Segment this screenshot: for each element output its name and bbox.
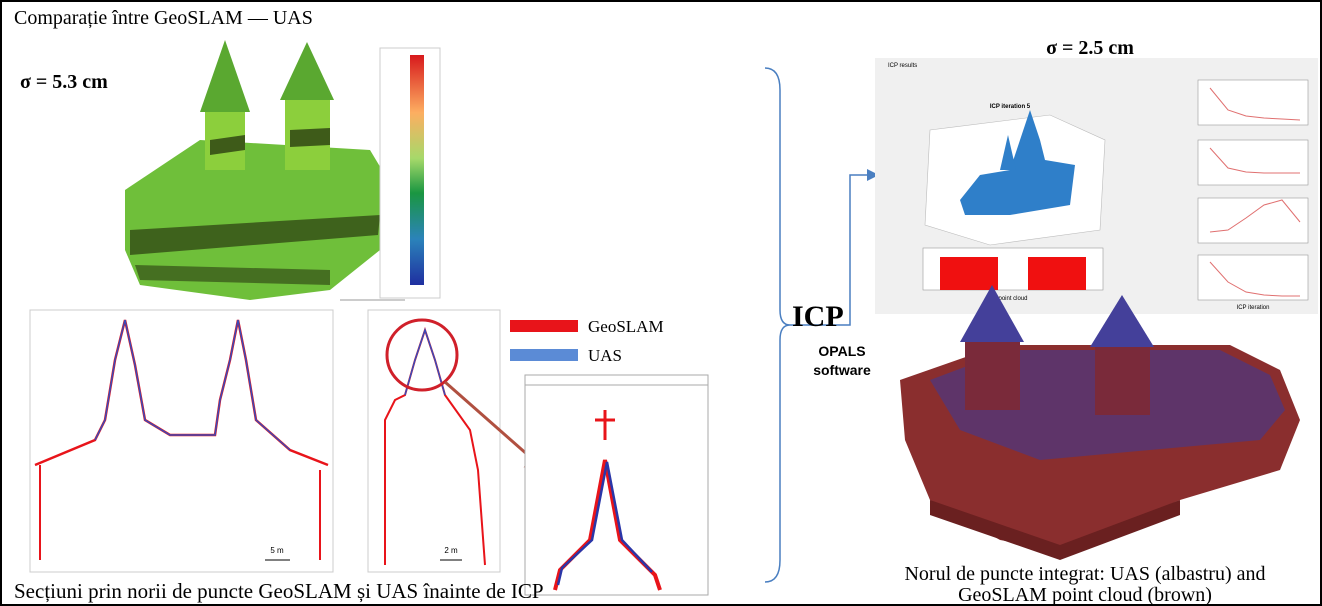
right-caption: GeoSLAM point cloud (brown) [958, 584, 1212, 606]
sigma-right: σ = 2.5 cm [1046, 37, 1134, 59]
plot-title: ICP iteration 5 [990, 104, 1031, 110]
icp-window: ICP results ICP iteration 5 point cloud … [875, 58, 1318, 314]
scale-label: 5 m [270, 546, 284, 555]
bar-x-label: point cloud [998, 296, 1027, 302]
figure: Comparație între GeoSLAM — UAS σ = 5.3 c… [0, 0, 1322, 606]
scale-label: 2 m [444, 546, 458, 555]
section-panel: 2 m [368, 310, 500, 572]
legend-swatch [510, 320, 578, 332]
line-x-label: ICP iteration [1237, 305, 1270, 311]
left-title: Comparație între GeoSLAM — UAS [14, 7, 313, 29]
zoom-panel [525, 375, 708, 595]
left-caption: Secțiuni prin norii de puncte GeoSLAM și… [14, 579, 544, 603]
method-label: ICP [792, 300, 844, 333]
legend-swatch [510, 349, 578, 361]
section-panel: 5 m [30, 310, 333, 572]
integrated-model [900, 285, 1300, 560]
legend: GeoSLAM UAS [510, 317, 664, 365]
deviation-model [125, 40, 385, 300]
brace [765, 68, 790, 582]
sigma-left: σ = 5.3 cm [20, 71, 108, 93]
legend-label: GeoSLAM [588, 317, 664, 336]
window-title: ICP results [888, 63, 917, 69]
legend-label: UAS [588, 346, 622, 365]
right-caption: Norul de puncte integrat: UAS (albastru)… [904, 563, 1265, 585]
